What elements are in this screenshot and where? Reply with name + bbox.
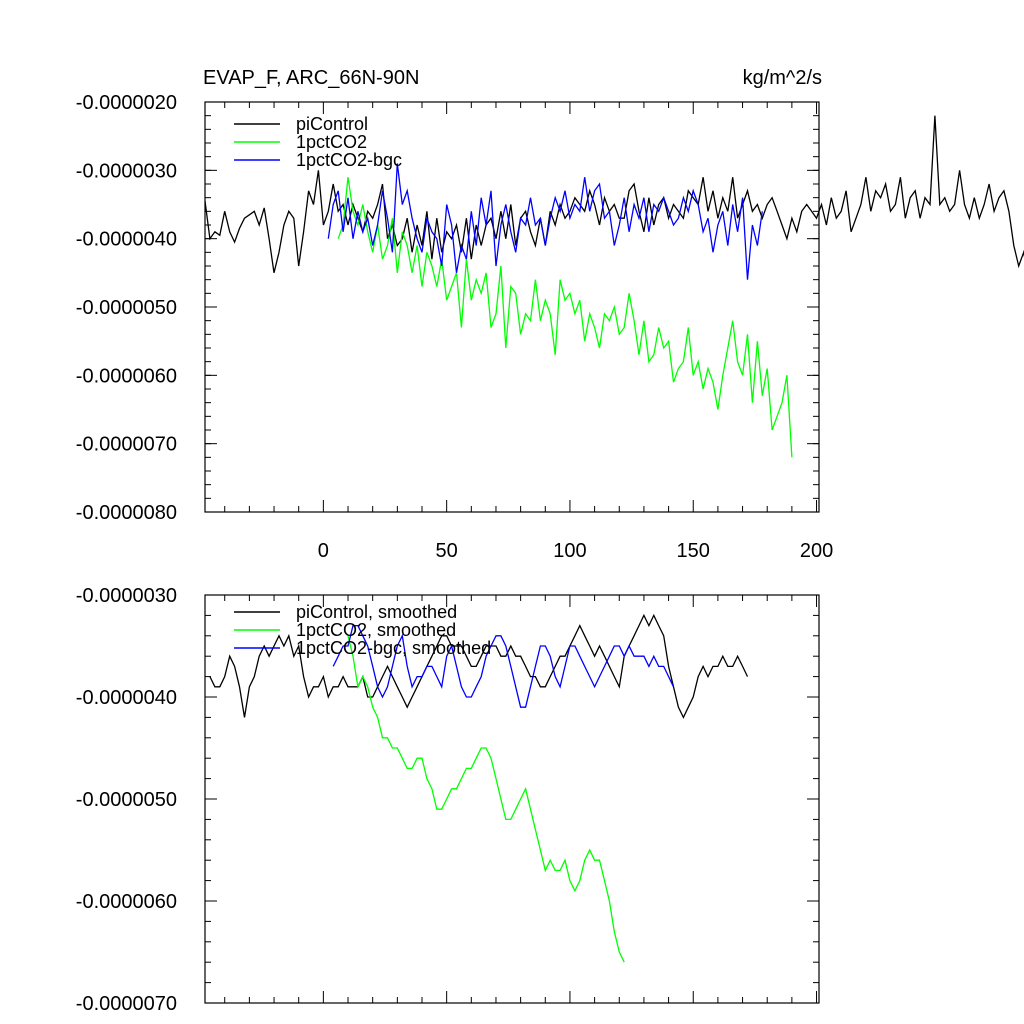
x-tick-label: 100 xyxy=(553,540,586,562)
x-tick-label: 50 xyxy=(436,540,458,562)
x-tick-label: 200 xyxy=(800,540,833,562)
x-tick-label: 150 xyxy=(677,540,710,562)
y-tick-label: -0.0000030 xyxy=(76,160,177,182)
tick-labels: 0 50 100 150 200 -0.0000020 -0.0000030 -0.00000… xyxy=(76,92,833,562)
series-line-1 xyxy=(209,613,749,719)
legend-label: piControl, smoothed xyxy=(296,602,457,622)
top-panel: EVAP_F, ARC_66N-90N kg/m^2/s 0 50 100 150 20… xyxy=(76,67,1024,562)
legend-label: 1pctCO2-bgc, smoothed xyxy=(296,638,491,658)
y-tick-label: -0.0000060 xyxy=(76,365,177,387)
plot-frame xyxy=(204,101,820,513)
x-tick-label: 0 xyxy=(318,540,329,562)
panel-title: EVAP_F, ARC_66N-90N xyxy=(203,67,419,89)
series-line-1 xyxy=(204,115,1024,273)
series-line-2 xyxy=(347,635,625,963)
y-tick-label: -0.0000070 xyxy=(76,993,177,1015)
axis-ticks xyxy=(205,594,819,1004)
legend-label: 1pctCO2, smoothed xyxy=(296,620,456,640)
series-line-2 xyxy=(337,177,793,458)
series-lines xyxy=(209,613,749,963)
y-tick-label: -0.0000030 xyxy=(76,585,177,607)
legend-label: piControl xyxy=(296,114,368,134)
y-tick-label: -0.0000070 xyxy=(76,434,177,456)
y-tick-label: -0.0000060 xyxy=(76,891,177,913)
legend-label: 1pctCO2 xyxy=(296,132,367,152)
y-tick-label: -0.0000080 xyxy=(76,502,177,524)
tick-labels: -0.0000030 -0.0000040 -0.0000050 -0.0000060… xyxy=(76,585,177,1015)
axis-ticks xyxy=(205,101,819,513)
series-line-3 xyxy=(332,624,675,708)
plot-frame xyxy=(204,594,820,1004)
units-label: kg/m^2/s xyxy=(743,67,822,89)
legend-label: 1pctCO2-bgc xyxy=(296,150,402,170)
bottom-panel: -0.0000030 -0.0000040 -0.0000050 -0.0000060… xyxy=(76,585,820,1015)
series-line-3 xyxy=(327,163,763,280)
y-tick-label: -0.0000050 xyxy=(76,297,177,319)
y-tick-label: -0.0000020 xyxy=(76,92,177,114)
series-lines xyxy=(204,115,1024,458)
y-tick-label: -0.0000040 xyxy=(76,229,177,251)
y-tick-label: -0.0000040 xyxy=(76,687,177,709)
y-tick-label: -0.0000050 xyxy=(76,789,177,811)
